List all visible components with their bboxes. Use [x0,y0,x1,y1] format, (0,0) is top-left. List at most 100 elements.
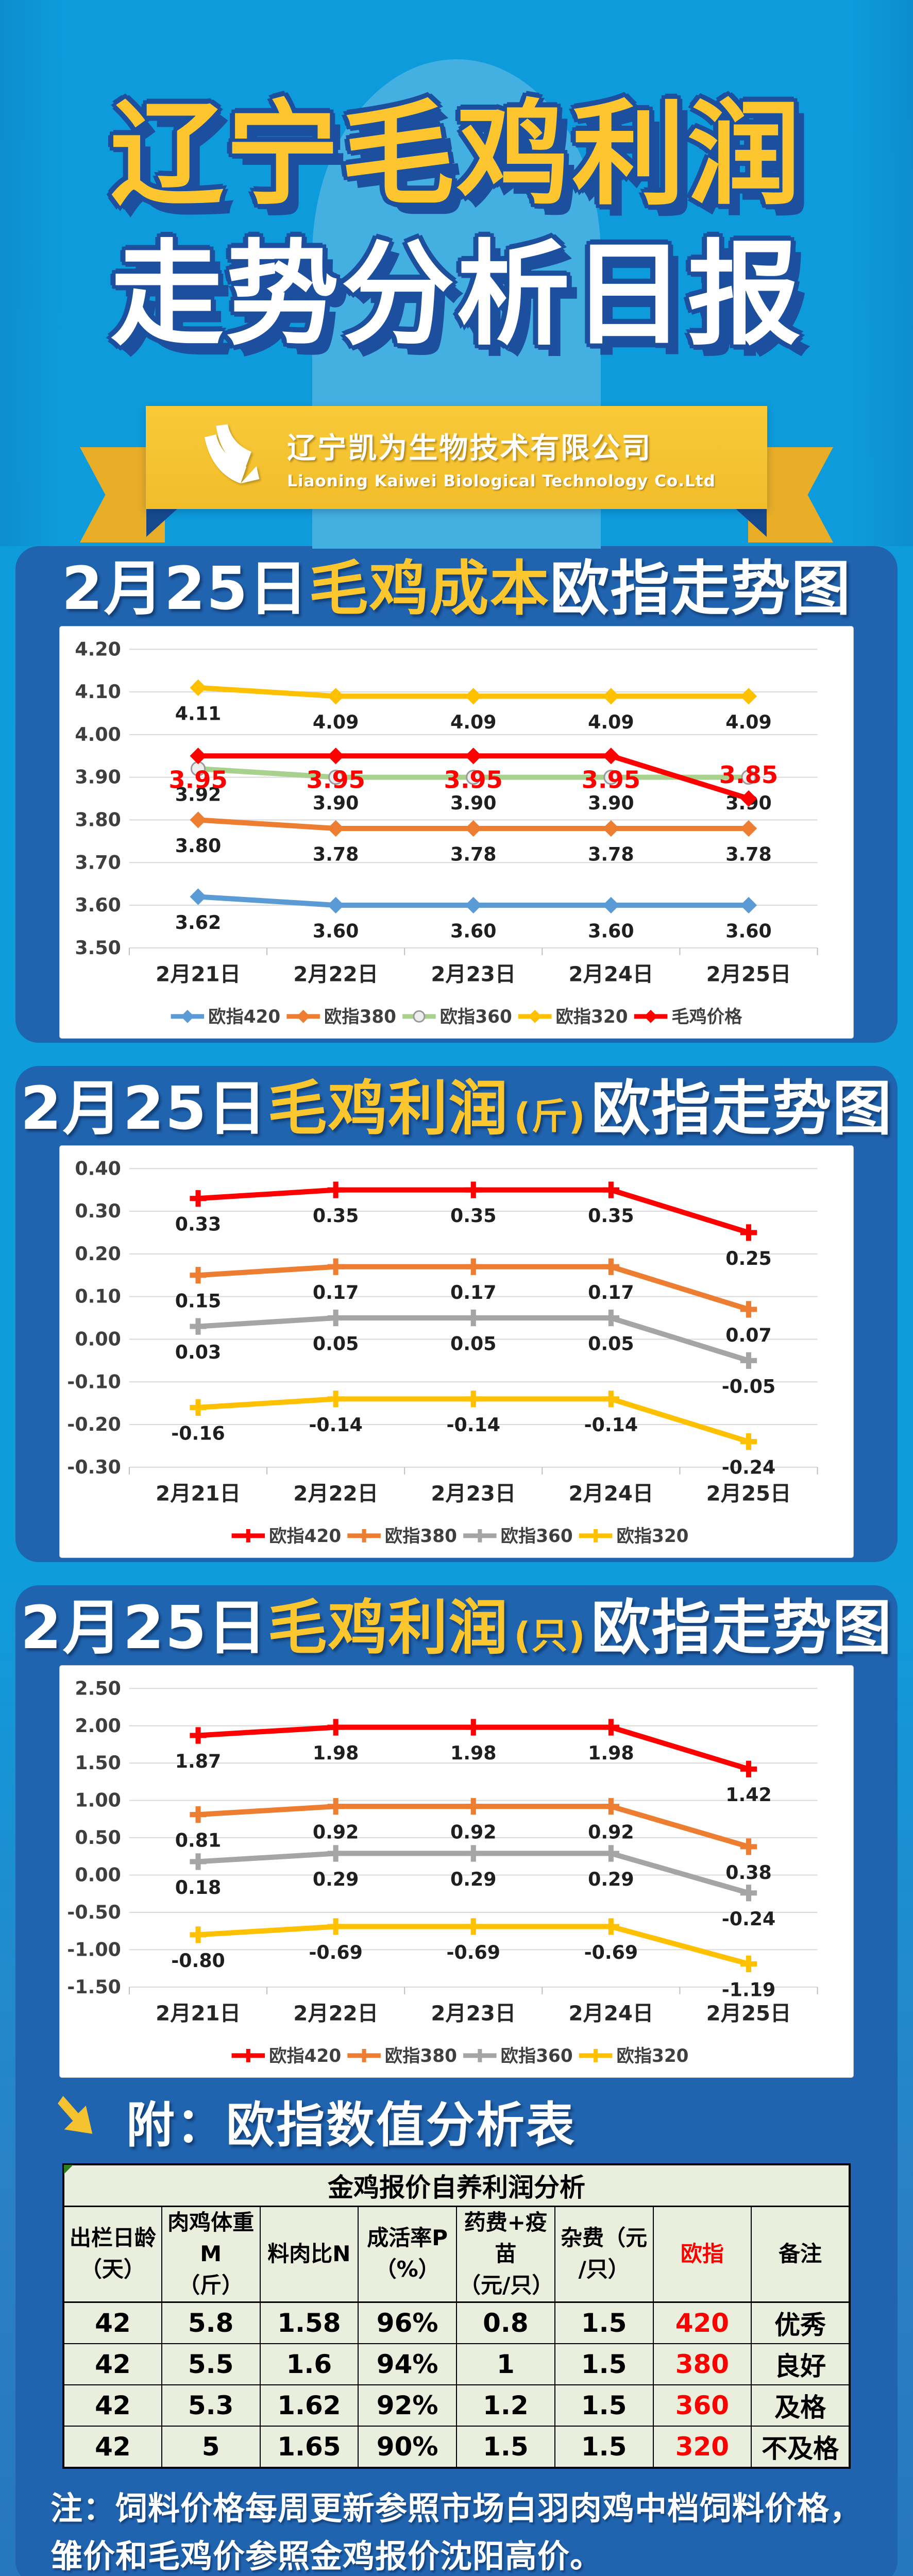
cost-chart-box: 4.20 4.10 4.00 3.90 3.80 3.70 3.60 3.50 2月21日 2月2… [59,625,854,1039]
excel-corner-marker [64,2164,73,2174]
svg-text:0.92: 0.92 [588,1821,634,1843]
svg-text:0.05: 0.05 [450,1333,496,1355]
table-cell: 380 [652,2343,752,2385]
svg-text:2月23日: 2月23日 [431,2001,516,2025]
svg-text:1.87: 1.87 [175,1750,221,1772]
profit-jin-chart-header: 2月25日毛鸡利润 (斤)欧指走势图 [15,1076,898,1142]
table-cell: 1.5 [554,2425,654,2468]
svg-text:0.29: 0.29 [313,1868,359,1890]
svg-text:-0.16: -0.16 [171,1422,225,1445]
header-highlight: 毛鸡利润 [267,1594,509,1663]
profit-jin-chart-box: 0.40 0.30 0.20 0.10 0.00 -0.10 -0.20 -0.30 2月21日… [59,1145,854,1558]
table-cell: 5.3 [161,2384,261,2427]
svg-text:4.10: 4.10 [75,681,121,703]
svg-text:3.90: 3.90 [313,792,359,814]
profit-bird-chart-box: 2.50 2.00 1.50 1.00 0.50 0.00 -0.50 -1.00 -1.50 2… [59,1665,854,2078]
svg-text:-0.30: -0.30 [67,1456,121,1478]
hero-section: 辽宁毛鸡利润 走势分析日报 辽宁凯为生物技术有限公司 Liaoning Kaiw… [0,0,913,549]
svg-text:0.05: 0.05 [588,1333,634,1355]
svg-text:欧指360: 欧指360 [440,1006,512,1027]
svg-text:2月24日: 2月24日 [569,962,654,986]
svg-text:欧指320: 欧指320 [616,2046,688,2066]
svg-text:0.35: 0.35 [450,1205,496,1227]
table-cell: 42 [63,2301,162,2344]
svg-text:3.62: 3.62 [175,911,221,933]
header-unit: (只) [514,1615,586,1657]
svg-text:-0.14: -0.14 [584,1414,638,1436]
header-highlight: 毛鸡利润 [267,1074,509,1143]
table-title: 金鸡报价自养利润分析 [63,2163,850,2207]
svg-text:2月22日: 2月22日 [293,962,378,986]
svg-text:-0.69: -0.69 [446,1941,500,1963]
svg-text:2月23日: 2月23日 [431,1481,516,1505]
svg-text:-0.20: -0.20 [67,1413,121,1435]
svg-text:0.30: 0.30 [75,1200,121,1222]
header-date: 2月25日 [61,554,309,623]
svg-text:2月21日: 2月21日 [156,2001,241,2025]
svg-text:欧指320: 欧指320 [556,1006,628,1027]
svg-text:0.92: 0.92 [450,1821,496,1843]
svg-text:毛鸡价格: 毛鸡价格 [671,1006,742,1027]
company-name-cn: 辽宁凯为生物技术有限公司 [287,431,652,465]
svg-text:3.95: 3.95 [444,766,503,793]
svg-text:欧指360: 欧指360 [501,2046,573,2066]
table-cell: 42 [63,2384,162,2427]
svg-text:欧指420: 欧指420 [269,2046,341,2066]
table-header-cell: 出栏日龄 （天） [63,2206,162,2303]
svg-text:1.98: 1.98 [450,1742,496,1764]
svg-text:欧指420: 欧指420 [269,1526,341,1547]
table-cell: 1.6 [259,2343,359,2385]
svg-text:3.85: 3.85 [719,760,778,788]
svg-text:0.25: 0.25 [725,1247,771,1269]
svg-text:3.95: 3.95 [168,766,227,793]
table-cell: 不及格 [751,2425,850,2468]
header-suffix: 欧指走势图 [591,1074,893,1143]
svg-text:-1.19: -1.19 [722,1978,776,2001]
svg-text:0.35: 0.35 [588,1205,634,1227]
company-name-block: 辽宁凯为生物技术有限公司 Liaoning Kaiwei Biological … [287,425,716,490]
svg-text:3.95: 3.95 [306,766,365,793]
svg-text:-0.14: -0.14 [446,1414,500,1436]
table-cell: 320 [652,2425,752,2468]
table-cell: 360 [652,2384,752,2427]
svg-text:0.40: 0.40 [75,1157,121,1179]
table-cell: 94% [358,2343,457,2385]
profit-bird-chart-header: 2月25日毛鸡利润 (只)欧指走势图 [15,1596,898,1661]
svg-text:1.00: 1.00 [75,1789,121,1811]
svg-text:3.90: 3.90 [450,792,496,814]
svg-text:3.78: 3.78 [588,843,634,865]
svg-text:0.10: 0.10 [75,1285,121,1308]
svg-text:3.80: 3.80 [175,834,221,856]
table-header-cell: 杂费（元 /只） [554,2206,654,2303]
svg-text:0.00: 0.00 [75,1863,121,1886]
svg-text:3.60: 3.60 [588,920,634,942]
table-cell: 1.2 [456,2384,555,2427]
svg-text:0.38: 0.38 [725,1861,771,1884]
svg-text:3.95: 3.95 [582,766,640,793]
svg-text:-0.10: -0.10 [67,1370,121,1393]
table-cell: 96% [358,2301,457,2344]
svg-text:0.17: 0.17 [313,1281,359,1303]
svg-text:3.50: 3.50 [75,936,121,958]
svg-text:0.07: 0.07 [725,1324,771,1346]
svg-text:1.42: 1.42 [725,1784,771,1806]
svg-text:0.50: 0.50 [75,1826,121,1849]
svg-text:欧指380: 欧指380 [324,1006,396,1027]
svg-text:0.17: 0.17 [588,1281,634,1303]
svg-text:4.09: 4.09 [313,710,359,733]
svg-text:0.17: 0.17 [450,1281,496,1303]
svg-text:0.15: 0.15 [175,1290,221,1312]
svg-text:欧指380: 欧指380 [385,1526,457,1547]
table-header-cell: 药费+疫苗 （元/只） [456,2206,555,2303]
table-cell: 42 [63,2343,162,2385]
svg-text:欧指360: 欧指360 [501,1526,573,1547]
svg-text:欧指420: 欧指420 [208,1006,280,1027]
header-date: 2月25日 [20,1594,268,1663]
page-title-line2: 走势分析日报 [110,229,803,361]
svg-text:2月22日: 2月22日 [293,2001,378,2025]
table-cell: 5 [161,2425,261,2468]
svg-text:2月25日: 2月25日 [706,962,791,986]
svg-text:4.09: 4.09 [450,710,496,733]
table-row: 42 5.3 1.62 92% 1.2 1.5 360 及格 [63,2384,850,2427]
svg-text:4.09: 4.09 [588,710,634,733]
